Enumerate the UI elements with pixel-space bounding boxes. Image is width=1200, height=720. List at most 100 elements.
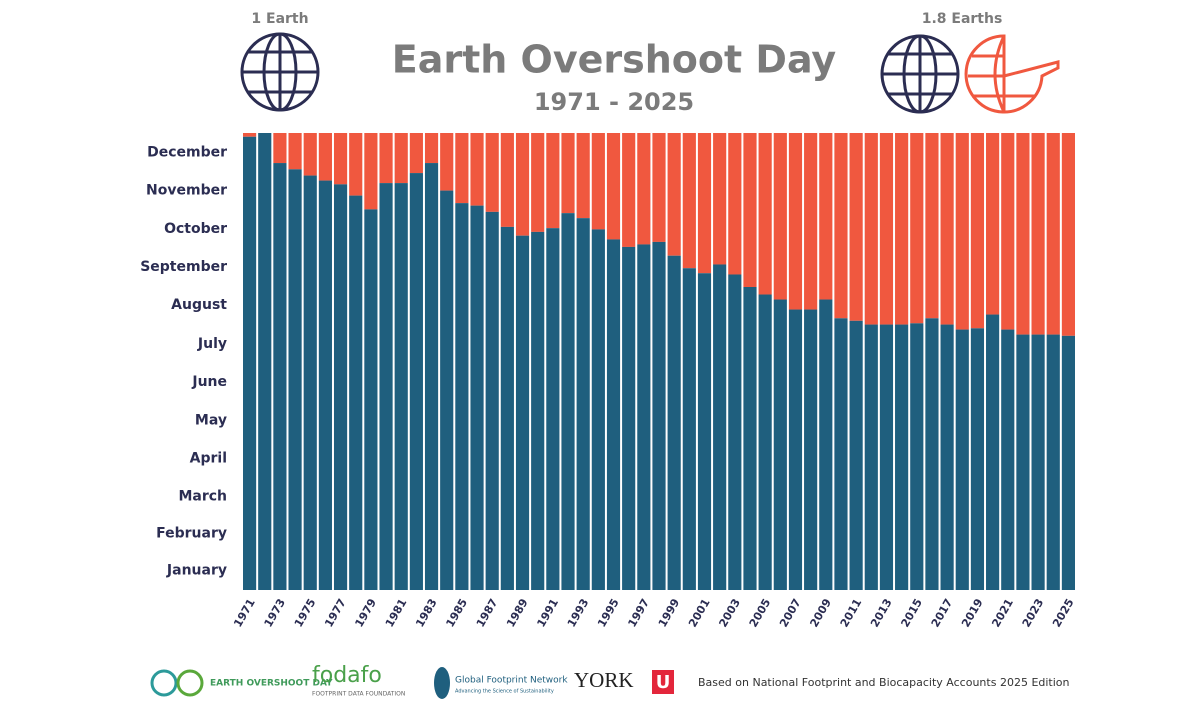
bar	[743, 287, 757, 590]
y-tick-label: December	[147, 144, 227, 160]
x-tick-label: 1983	[413, 597, 440, 630]
remainder-bar	[409, 133, 423, 174]
remainder-bar	[576, 133, 590, 219]
footer-note: Based on National Footprint and Biocapac…	[698, 676, 1070, 689]
remainder-bar	[394, 133, 408, 184]
bar	[682, 268, 696, 590]
york-box	[652, 670, 674, 694]
x-tick-label: 1979	[353, 597, 380, 630]
bar	[758, 294, 772, 590]
remainder-bar	[879, 133, 894, 325]
bar	[333, 184, 348, 591]
x-tick-label: 2013	[868, 597, 895, 630]
remainder-bar	[318, 133, 332, 181]
york-logo: YORK	[574, 668, 634, 692]
remainder-bar	[637, 133, 651, 245]
bar	[849, 320, 863, 590]
x-tick-label: 2015	[898, 597, 925, 630]
remainder-bar	[440, 133, 454, 191]
bar	[364, 209, 378, 590]
bar	[440, 190, 454, 590]
remainder-bar	[455, 133, 469, 204]
x-tick-label: 2017	[929, 597, 956, 630]
gfn-icon	[434, 667, 450, 699]
remainder-bar	[849, 133, 863, 321]
bar	[955, 329, 969, 590]
bar	[713, 264, 727, 590]
remainder-bar	[743, 133, 757, 288]
y-tick-label: February	[156, 526, 227, 542]
chart-title: Earth Overshoot Day	[392, 38, 837, 82]
bar	[455, 203, 469, 591]
bar	[591, 229, 605, 591]
bar	[318, 180, 332, 591]
remainder-bar	[955, 133, 969, 330]
eod-logo: EARTH OVERSHOOT DAY	[210, 679, 333, 689]
x-tick-label: 2007	[777, 597, 804, 630]
y-tick-label: July	[197, 336, 227, 352]
remainder-bar	[1001, 133, 1015, 330]
remainder-bar	[986, 133, 1000, 315]
bar	[546, 228, 560, 590]
bar	[424, 163, 439, 590]
bar	[1016, 334, 1030, 590]
bar	[940, 324, 954, 590]
bar	[379, 183, 393, 590]
remainder-bar	[561, 133, 575, 214]
x-tick-label: 1975	[292, 597, 319, 630]
x-tick-label: 1991	[534, 597, 561, 630]
x-tick-label: 1971	[231, 597, 258, 630]
x-tick-label: 1977	[322, 597, 349, 630]
x-tick-label: 1981	[383, 597, 410, 630]
bar	[667, 255, 681, 591]
bar	[606, 239, 621, 590]
logo-icon	[176, 669, 204, 697]
y-tick-label: October	[164, 221, 227, 237]
x-tick-label: 1973	[262, 597, 289, 630]
bar	[500, 226, 514, 590]
bar	[1031, 334, 1045, 590]
bar	[531, 231, 545, 590]
remainder-bar	[531, 133, 545, 232]
remainder-bar	[682, 133, 696, 269]
x-tick-label: 2003	[716, 597, 743, 630]
remainder-bar	[485, 133, 499, 212]
remainder-bar	[895, 133, 909, 325]
y-tick-label: August	[171, 297, 227, 313]
bar	[470, 205, 484, 590]
remainder-bar	[1016, 133, 1030, 335]
bar	[697, 273, 712, 590]
bar	[864, 324, 878, 590]
footer: EARTH OVERSHOOT DAY fodafo FOOTPRINT DAT…	[150, 663, 1070, 699]
remainder-bar	[758, 133, 772, 295]
bar	[243, 136, 257, 590]
remainder-bar	[1046, 133, 1060, 335]
x-tick-label: 1999	[656, 597, 683, 630]
remainder-bar	[546, 133, 560, 229]
bar	[485, 211, 499, 590]
x-tick-label: 2001	[686, 597, 713, 630]
remainder-bar	[500, 133, 514, 227]
remainder-bar	[864, 133, 878, 325]
remainder-bar	[728, 133, 742, 275]
remainder-bar	[652, 133, 666, 242]
remainder-bar	[788, 133, 803, 310]
remainder-bar	[697, 133, 712, 274]
bar	[637, 244, 651, 591]
y-tick-label: May	[195, 412, 227, 428]
bar	[1046, 334, 1060, 590]
remainder-bar	[606, 133, 621, 240]
y-tick-label: January	[166, 563, 227, 579]
remainder-bar	[970, 133, 985, 329]
remainder-bar	[1061, 133, 1075, 336]
right-label: 1.8 Earths	[922, 11, 1003, 27]
remainder-bar	[273, 133, 287, 164]
bar	[288, 169, 302, 591]
logo-icon	[150, 669, 178, 697]
remainder-bar	[303, 133, 317, 176]
remainder-bar	[470, 133, 484, 206]
chart-subtitle: 1971 - 2025	[534, 88, 694, 116]
bar	[515, 235, 530, 590]
remainder-bar	[333, 133, 348, 185]
bar	[576, 218, 590, 591]
